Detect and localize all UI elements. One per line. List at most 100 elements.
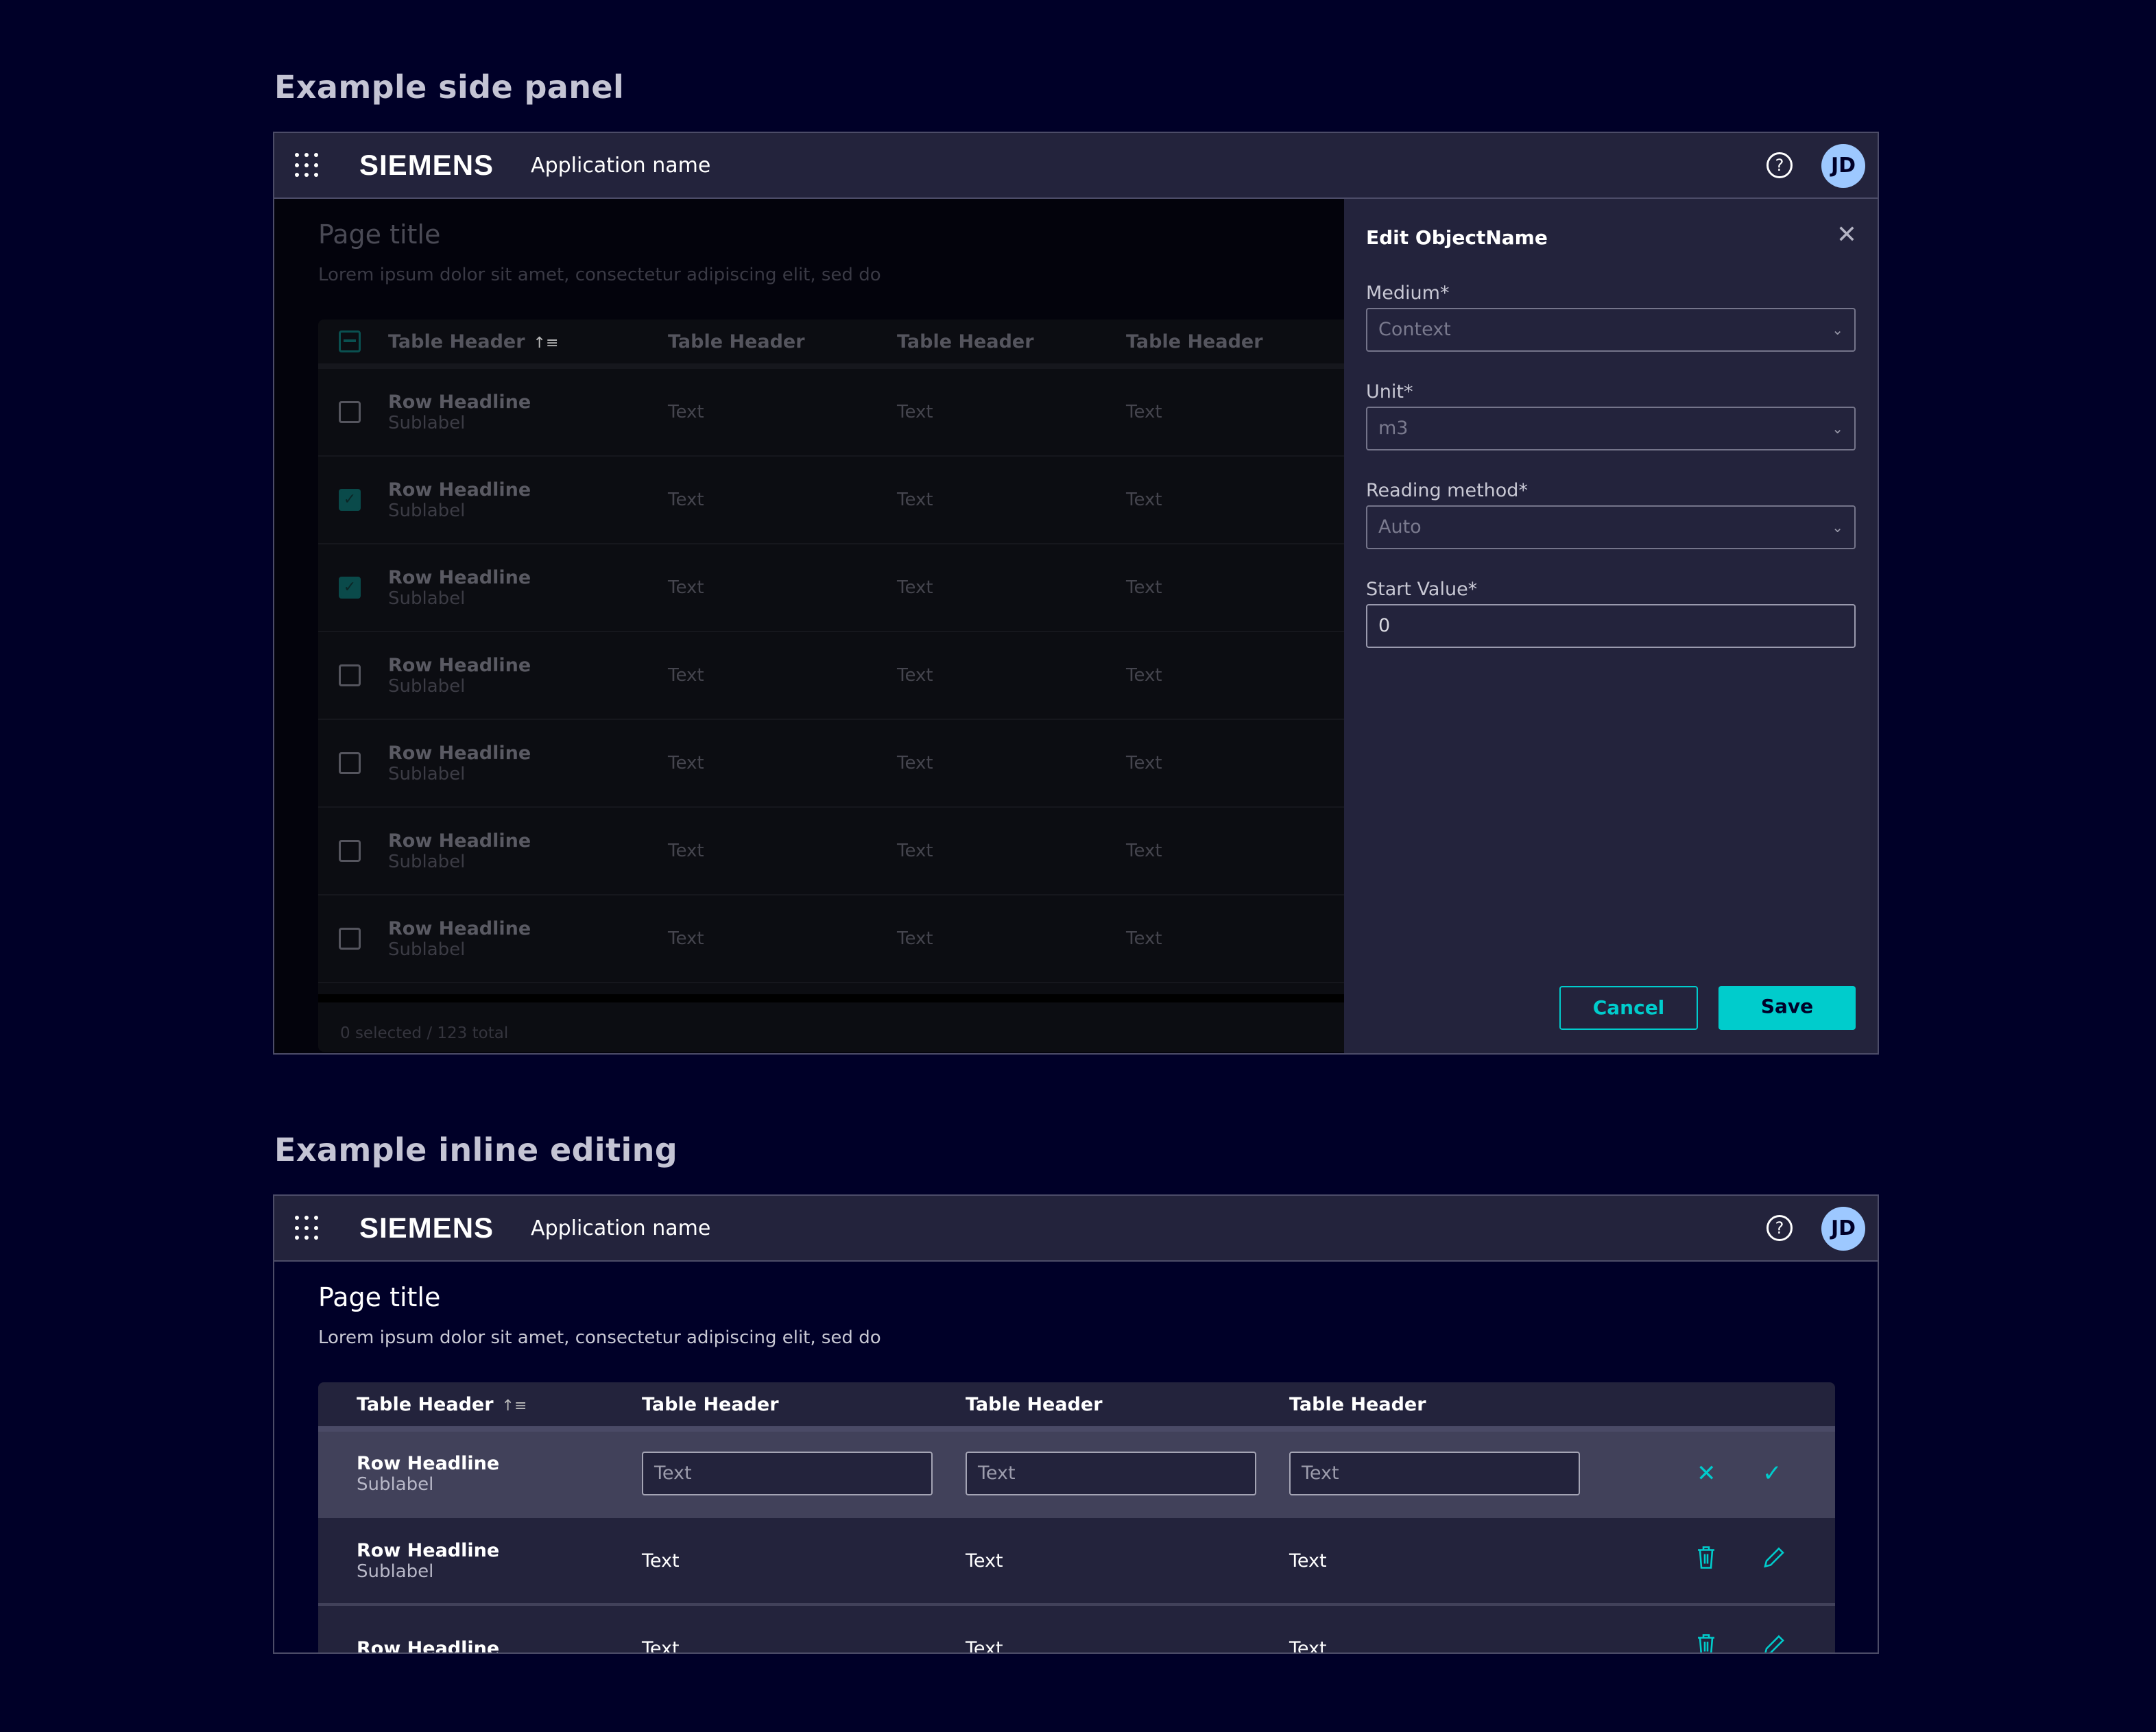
pencil-icon[interactable]: [1762, 1546, 1786, 1576]
table-cell: Text: [668, 841, 704, 861]
cancel-edit-icon[interactable]: ✕: [1697, 1460, 1716, 1487]
select-all-checkbox[interactable]: [339, 330, 361, 352]
reading-method-select[interactable]: Auto ⌄: [1366, 505, 1856, 549]
column-header-label: Table Header: [357, 1393, 494, 1415]
help-icon[interactable]: ?: [1766, 1215, 1793, 1241]
column-header[interactable]: Table Header ↑≡: [318, 1394, 642, 1415]
row-headline: Row Headline: [357, 1452, 500, 1474]
table-cell: Text: [1126, 402, 1162, 422]
row-checkbox[interactable]: ✓: [339, 489, 361, 511]
chevron-down-icon: ⌄: [1832, 519, 1843, 536]
table-row[interactable]: ✓ Row Headline Sublabel Text Text Text: [318, 457, 1344, 544]
page-title: Page title: [318, 1282, 441, 1312]
chevron-down-icon: ⌄: [1832, 420, 1843, 437]
table-cell: Text: [1126, 577, 1162, 598]
row-headline: Row Headline: [388, 917, 531, 939]
table-cell: Text: [1289, 1550, 1327, 1572]
field-label: Reading method*: [1366, 480, 1528, 501]
row-title-cell: Row Headline Sublabel: [361, 830, 668, 872]
app-launcher-icon[interactable]: [295, 1216, 320, 1240]
table-row[interactable]: Row Headline Sublabel Text Text Text: [318, 895, 1344, 983]
table-cell: Text: [897, 665, 933, 686]
dimmed-content: Page title Lorem ipsum dolor sit amet, c…: [274, 199, 1878, 1053]
app-launcher-icon[interactable]: [295, 153, 320, 178]
table-header-row: Table Header ↑≡ Table Header Table Header…: [318, 1382, 1835, 1432]
data-table: Table Header ↑≡ Table Header Table Header…: [318, 320, 1344, 1052]
table-cell: Text: [897, 577, 933, 598]
row-headline: Row Headline: [388, 742, 531, 764]
table-row[interactable]: ✓ Row Headline Sublabel Text Text Text: [318, 544, 1344, 632]
table-cell: Text: [642, 1550, 680, 1572]
table-cell: Text: [668, 577, 704, 598]
trash-icon[interactable]: [1697, 1546, 1716, 1576]
row-title-cell: Row Headline: [318, 1638, 642, 1653]
table-footer: 0 selected / 123 total: [318, 994, 1344, 1052]
unit-select[interactable]: m3 ⌄: [1366, 407, 1856, 450]
pencil-icon[interactable]: [1762, 1634, 1786, 1652]
row-checkbox[interactable]: [339, 928, 361, 950]
column-header[interactable]: Table Header: [1126, 330, 1263, 352]
row-headline: Row Headline: [388, 830, 531, 852]
table-cell: Text: [642, 1637, 680, 1654]
unit-field: Unit* m3 ⌄: [1366, 381, 1856, 450]
row-headline: Row Headline: [388, 654, 531, 676]
avatar[interactable]: JD: [1821, 1207, 1865, 1251]
sort-icon[interactable]: ↑≡: [533, 334, 559, 352]
table-row[interactable]: Row Headline Sublabel Text Text Text: [318, 808, 1344, 895]
table-cell: Text: [1126, 665, 1162, 686]
close-icon[interactable]: ✕: [1836, 221, 1857, 249]
row-title-cell: Row Headline Sublabel: [361, 392, 668, 433]
select-value: m3: [1378, 418, 1409, 439]
cell-edit-input[interactable]: Text: [642, 1452, 933, 1495]
reading-method-field: Reading method* Auto ⌄: [1366, 480, 1856, 549]
help-icon[interactable]: ?: [1766, 152, 1793, 178]
column-header[interactable]: Table Header: [642, 1393, 779, 1415]
column-header[interactable]: Table Header: [966, 1393, 1103, 1415]
table-cell: Text: [1289, 1637, 1327, 1654]
table-row[interactable]: Row Headline Sublabel Text Text Text: [318, 720, 1344, 808]
table-row[interactable]: Row Headline Sublabel Text Text Text: [318, 1518, 1835, 1606]
row-title-cell: Row Headline Sublabel: [361, 479, 668, 521]
table-row[interactable]: Row Headline Sublabel Text Text Text: [318, 632, 1344, 720]
row-sublabel: Sublabel: [388, 763, 466, 784]
app-name: Application name: [531, 1216, 711, 1240]
save-button[interactable]: Save: [1718, 986, 1856, 1030]
column-header[interactable]: Table Header: [668, 330, 805, 352]
row-checkbox[interactable]: ✓: [339, 577, 361, 599]
field-label: Medium*: [1366, 282, 1450, 304]
table-row[interactable]: Row Headline Sublabel Text Text Text: [318, 369, 1344, 457]
row-title-cell: Row Headline Sublabel: [361, 567, 668, 609]
confirm-edit-icon[interactable]: ✓: [1762, 1460, 1782, 1487]
table-cell: Text: [668, 753, 704, 773]
select-value: Auto: [1378, 516, 1422, 538]
table-cell: Text: [668, 490, 704, 510]
table-cell: Text: [966, 1550, 1003, 1572]
medium-select[interactable]: Context ⌄: [1366, 308, 1856, 352]
row-sublabel: Sublabel: [388, 939, 466, 960]
row-headline: Row Headline: [388, 566, 531, 588]
cell-edit-input[interactable]: Text: [966, 1452, 1256, 1495]
table-cell: Text: [966, 1637, 1003, 1654]
sort-icon[interactable]: ↑≡: [501, 1397, 527, 1415]
side-panel: Edit ObjectName ✕ Medium* Context ⌄ Unit* m…: [1344, 199, 1878, 1053]
row-checkbox[interactable]: [339, 840, 361, 862]
row-title-cell: Row Headline Sublabel: [361, 655, 668, 697]
column-header[interactable]: Table Header: [897, 330, 1034, 352]
editing-row[interactable]: Row Headline Sublabel Text Text Text ✕ ✓: [318, 1432, 1835, 1518]
start-value-input[interactable]: 0: [1366, 604, 1856, 648]
avatar[interactable]: JD: [1821, 144, 1865, 188]
trash-icon[interactable]: [1697, 1634, 1716, 1652]
inline-table: Table Header ↑≡ Table Header Table Header…: [318, 1382, 1835, 1654]
column-header[interactable]: Table Header: [1289, 1393, 1426, 1415]
row-checkbox[interactable]: [339, 401, 361, 423]
table-cell: Text: [668, 928, 704, 949]
row-checkbox[interactable]: [339, 664, 361, 686]
chevron-down-icon: ⌄: [1832, 322, 1843, 338]
table-cell: Text: [897, 490, 933, 510]
cancel-button[interactable]: Cancel: [1559, 986, 1698, 1030]
table-row[interactable]: Row Headline Text Text Text: [318, 1606, 1835, 1654]
row-title-cell: Row Headline Sublabel: [318, 1453, 642, 1495]
row-checkbox[interactable]: [339, 752, 361, 774]
column-header[interactable]: Table Header ↑≡: [361, 331, 668, 352]
cell-edit-input[interactable]: Text: [1289, 1452, 1580, 1495]
